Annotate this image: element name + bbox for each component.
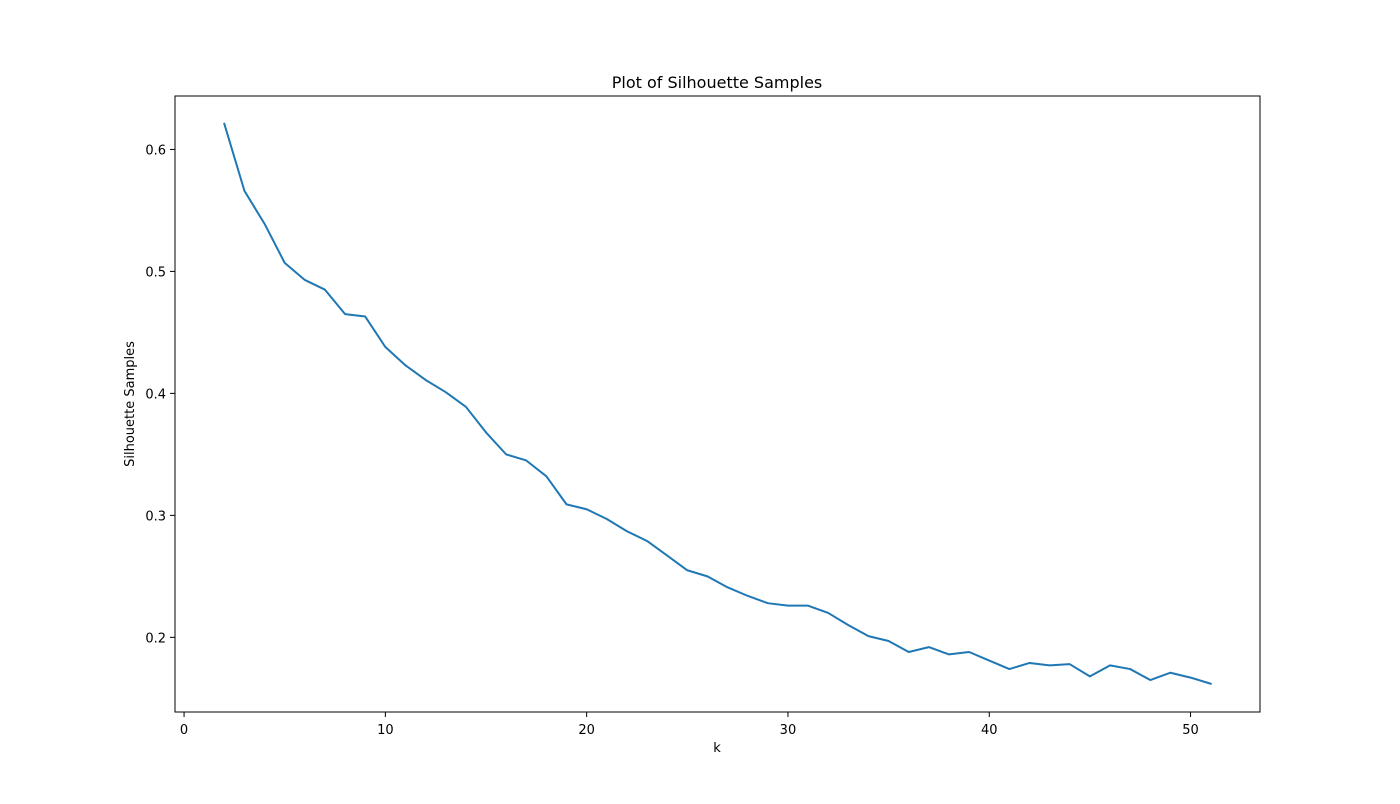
y-tick-label: 0.4 bbox=[145, 387, 166, 402]
x-tick-label: 50 bbox=[1182, 723, 1199, 738]
y-axis-label: Silhouette Samples bbox=[123, 341, 138, 467]
y-tick-label: 0.5 bbox=[145, 265, 166, 280]
x-tick-label: 40 bbox=[981, 723, 998, 738]
series-line bbox=[223, 122, 1212, 685]
y-axis-ticks: 0.2 0.3 0.4 0.5 0.6 bbox=[145, 143, 175, 646]
x-axis-ticks: 0 10 20 30 40 50 bbox=[180, 712, 1199, 738]
x-axis-label: k bbox=[713, 741, 721, 756]
x-tick-label: 30 bbox=[780, 723, 797, 738]
x-tick-label: 10 bbox=[377, 723, 394, 738]
y-tick-label: 0.6 bbox=[145, 143, 166, 158]
plot-area-frame bbox=[174, 95, 1261, 713]
y-tick-label: 0.3 bbox=[145, 509, 166, 524]
y-tick-label: 0.2 bbox=[145, 631, 166, 646]
chart-title: Plot of Silhouette Samples bbox=[612, 73, 823, 92]
x-tick-label: 0 bbox=[180, 723, 188, 738]
x-tick-label: 20 bbox=[578, 723, 595, 738]
series-layer bbox=[223, 122, 1212, 685]
